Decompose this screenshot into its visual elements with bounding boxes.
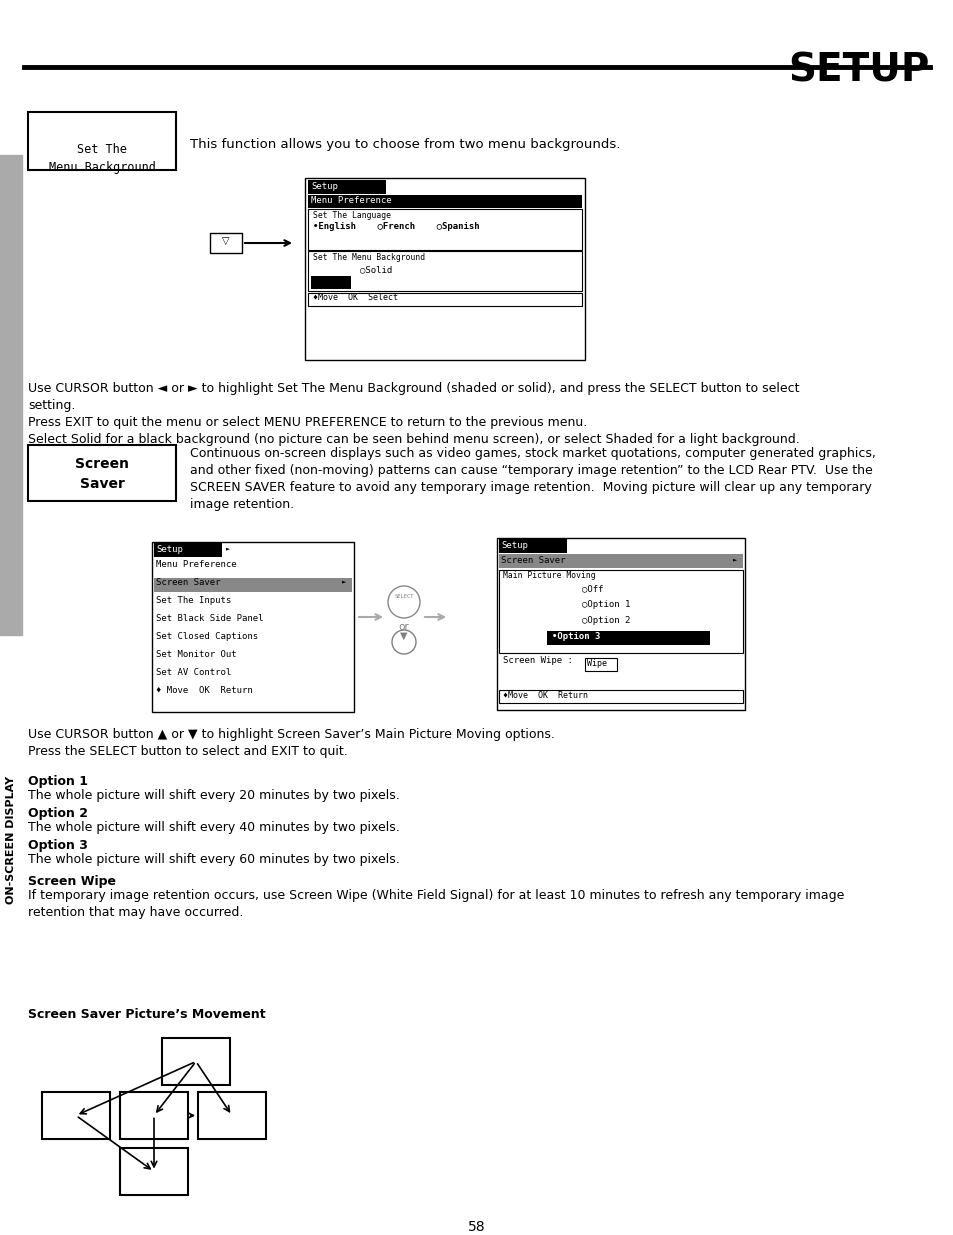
Text: Setup: Setup <box>500 541 527 550</box>
Bar <box>28 112 175 170</box>
Text: 58: 58 <box>468 1220 485 1234</box>
Text: Wipe: Wipe <box>586 659 606 668</box>
Text: ○Solid: ○Solid <box>359 266 392 274</box>
Text: Setup: Setup <box>311 182 337 191</box>
Text: Option 1: Option 1 <box>28 776 88 788</box>
Bar <box>120 1092 188 1139</box>
Bar <box>498 555 742 568</box>
Text: SETUP: SETUP <box>788 52 929 90</box>
Text: If temporary image retention occurs, use Screen Wipe (White Field Signal) for at: If temporary image retention occurs, use… <box>28 889 843 919</box>
Text: or: or <box>398 622 409 632</box>
Text: Set Closed Captions: Set Closed Captions <box>156 632 258 641</box>
Text: Screen Wipe: Screen Wipe <box>28 876 116 888</box>
Text: Main Picture Moving: Main Picture Moving <box>502 571 595 580</box>
Text: ON-SCREEN DISPLAY: ON-SCREEN DISPLAY <box>6 776 16 904</box>
Bar <box>498 571 742 653</box>
Text: Set Black Side Panel: Set Black Side Panel <box>156 614 263 622</box>
Text: ♦Move  OK  Return: ♦Move OK Return <box>502 692 587 700</box>
Text: ○Off: ○Off <box>581 584 603 593</box>
Text: Set The Menu Background: Set The Menu Background <box>313 253 425 262</box>
Bar <box>311 275 351 289</box>
Text: Set The Inputs: Set The Inputs <box>156 597 231 605</box>
Text: Option 2: Option 2 <box>28 806 88 820</box>
Bar <box>308 195 581 207</box>
Bar <box>498 538 566 553</box>
Text: ○Option 1: ○Option 1 <box>581 600 630 609</box>
Text: Set Monitor Out: Set Monitor Out <box>156 650 236 659</box>
Bar <box>120 1149 188 1195</box>
Text: Set The Language: Set The Language <box>313 211 391 220</box>
Bar <box>153 543 222 557</box>
Text: Use CURSOR button ▲ or ▼ to highlight Screen Saver’s Main Picture Moving options: Use CURSOR button ▲ or ▼ to highlight Sc… <box>28 727 555 758</box>
Bar <box>308 251 581 291</box>
Bar <box>162 1037 230 1086</box>
Text: Option 3: Option 3 <box>28 839 88 852</box>
Text: Set AV Control: Set AV Control <box>156 668 231 677</box>
Bar <box>198 1092 266 1139</box>
Text: Continuous on-screen displays such as video games, stock market quotations, comp: Continuous on-screen displays such as vi… <box>190 447 875 511</box>
Bar <box>546 631 709 645</box>
Text: Menu Preference: Menu Preference <box>156 559 236 569</box>
Text: Setup: Setup <box>156 545 183 555</box>
Bar <box>28 445 175 501</box>
Bar <box>584 658 617 671</box>
Text: SELECT: SELECT <box>394 594 414 599</box>
Text: •Option 3: •Option 3 <box>552 632 599 641</box>
Text: Screen Saver: Screen Saver <box>500 556 565 564</box>
Text: ○Option 2: ○Option 2 <box>581 616 630 625</box>
Text: ►: ► <box>732 556 737 562</box>
Text: This function allows you to choose from two menu backgrounds.: This function allows you to choose from … <box>190 138 619 151</box>
Text: Screen Saver: Screen Saver <box>156 578 220 587</box>
Bar <box>305 178 584 359</box>
Text: ♦ Move  OK  Return: ♦ Move OK Return <box>156 685 253 695</box>
Text: The whole picture will shift every 60 minutes by two pixels.: The whole picture will shift every 60 mi… <box>28 853 399 866</box>
Text: ▽: ▽ <box>222 236 230 246</box>
Text: Set The
Menu Background: Set The Menu Background <box>49 143 155 174</box>
Bar <box>0 156 22 635</box>
Text: The whole picture will shift every 20 minutes by two pixels.: The whole picture will shift every 20 mi… <box>28 789 399 802</box>
Text: ►: ► <box>341 578 346 584</box>
Bar <box>42 1092 110 1139</box>
Bar <box>308 180 386 194</box>
Text: Screen Wipe :: Screen Wipe : <box>502 656 572 664</box>
Text: •English    ○French    ○Spanish: •English ○French ○Spanish <box>313 222 479 231</box>
Text: Screen Saver Picture’s Movement: Screen Saver Picture’s Movement <box>28 1008 265 1021</box>
Bar <box>308 209 581 249</box>
Text: •Shaded: •Shaded <box>313 266 351 274</box>
Text: Use CURSOR button ◄ or ► to highlight Set The Menu Background (shaded or solid),: Use CURSOR button ◄ or ► to highlight Se… <box>28 382 799 446</box>
Bar <box>153 578 352 592</box>
Bar <box>210 233 242 253</box>
Text: ►: ► <box>226 545 230 551</box>
Text: Screen
Saver: Screen Saver <box>75 457 129 490</box>
Bar <box>308 293 581 306</box>
Text: ▼: ▼ <box>400 631 407 641</box>
Bar <box>498 690 742 703</box>
Text: ♦Move  OK  Select: ♦Move OK Select <box>313 293 397 303</box>
Text: The whole picture will shift every 40 minutes by two pixels.: The whole picture will shift every 40 mi… <box>28 821 399 834</box>
Bar <box>152 542 354 713</box>
Text: Menu Preference: Menu Preference <box>311 196 392 205</box>
Bar <box>497 538 744 710</box>
